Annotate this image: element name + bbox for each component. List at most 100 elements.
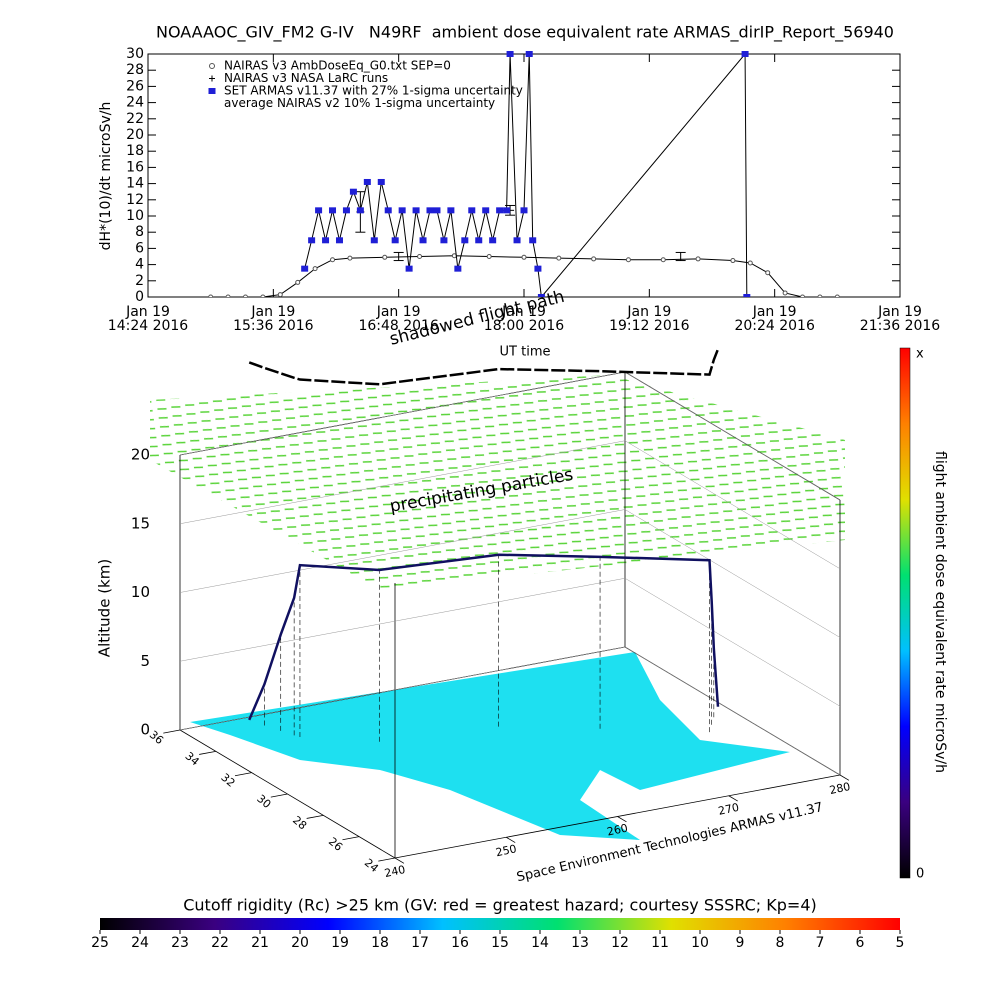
y-tick-label: 24 xyxy=(362,856,381,875)
flight-path xyxy=(248,553,720,721)
x-tick-label: 280 xyxy=(828,780,851,797)
y-tick-label: 32 xyxy=(218,771,237,790)
point xyxy=(322,237,330,244)
point xyxy=(412,207,420,214)
point xyxy=(312,266,318,272)
grid-line xyxy=(624,578,841,707)
y-tick-label: 12 xyxy=(126,192,144,208)
point xyxy=(208,294,214,297)
point xyxy=(482,207,490,214)
x-tick-label: Jan 19 16:48 2016 xyxy=(358,304,439,334)
y-tick xyxy=(342,836,360,841)
shadow-path xyxy=(248,348,720,386)
y-tick-label: 4 xyxy=(135,257,144,273)
colorbar-tick-label: 12 xyxy=(611,935,629,951)
point xyxy=(335,237,343,244)
y-tick-label: 28 xyxy=(126,62,144,78)
y-tick xyxy=(378,857,396,862)
y-tick-label: 24 xyxy=(126,95,144,111)
point xyxy=(475,237,483,244)
point xyxy=(695,256,701,262)
grid-line xyxy=(179,578,626,662)
y-tick-label: 14 xyxy=(126,176,144,192)
point xyxy=(591,256,597,262)
colorbar-tick-label: 17 xyxy=(411,935,429,951)
grid-line xyxy=(624,371,841,501)
legend-label: average NAIRAS v2 10% 1-sigma uncertaint… xyxy=(224,96,495,110)
y-tick xyxy=(270,793,288,798)
colorbar-tick-label: 6 xyxy=(856,935,865,951)
point xyxy=(342,207,350,214)
colorbar-tick-label: 16 xyxy=(451,935,469,951)
y-tick xyxy=(199,750,216,755)
point xyxy=(741,51,749,57)
y-tick xyxy=(163,729,181,734)
point xyxy=(743,294,751,297)
point xyxy=(461,237,469,244)
map-land xyxy=(190,652,790,840)
point xyxy=(506,51,514,57)
y-tick-label: 20 xyxy=(126,127,144,143)
point xyxy=(356,207,364,214)
point xyxy=(419,237,427,244)
colorbar xyxy=(899,347,911,879)
x-tick xyxy=(394,857,405,864)
point xyxy=(486,254,492,259)
point xyxy=(405,265,413,272)
y-tick-label: 16 xyxy=(126,159,144,175)
x-tick-label: Jan 19 20:24 2016 xyxy=(734,304,815,334)
point xyxy=(260,294,266,297)
point xyxy=(454,265,462,272)
point xyxy=(347,255,353,261)
point xyxy=(329,207,337,214)
point xyxy=(277,292,283,297)
legend-symbol xyxy=(208,88,216,94)
x-tick-label: Jan 19 18:00 2016 xyxy=(483,304,565,334)
x-tick xyxy=(617,816,627,823)
point xyxy=(747,260,753,266)
x-tick xyxy=(506,836,516,843)
x-tick-label: 240 xyxy=(383,863,406,880)
z-axis-title: Altitude (km) xyxy=(96,559,114,657)
z-tick-label: 15 xyxy=(131,514,150,532)
colorbar-label: 0 xyxy=(916,867,924,882)
legend-label: NAIRAS v3 NASA LaRC runs xyxy=(224,71,388,85)
point xyxy=(625,257,631,263)
colorbar-tick-label: 21 xyxy=(251,935,269,951)
point xyxy=(513,237,521,244)
point xyxy=(330,257,336,263)
y-tick-label: 6 xyxy=(135,240,144,256)
point xyxy=(489,237,497,244)
point xyxy=(377,178,385,185)
point xyxy=(295,279,301,285)
colorbar-tick-label: 24 xyxy=(131,935,149,951)
y-axis-title: dH*(10)/dt microSv/h xyxy=(98,102,114,251)
x-tick-label: Jan 19 14:24 2016 xyxy=(107,304,189,334)
point xyxy=(503,207,511,214)
map-gap xyxy=(330,770,500,835)
point xyxy=(525,51,533,57)
y-tick-label: 28 xyxy=(290,813,309,832)
legend-label: SET ARMAS v11.37 with 27% 1-sigma uncert… xyxy=(224,84,523,98)
point xyxy=(433,207,441,214)
x-tick-label: Jan 19 19:12 2016 xyxy=(609,304,690,334)
colorbar-tick-label: 23 xyxy=(171,935,189,951)
colorbar-tick-label: 20 xyxy=(291,935,309,951)
point xyxy=(363,178,371,185)
point xyxy=(301,265,309,272)
point xyxy=(556,255,562,261)
y-tick xyxy=(306,814,324,819)
point xyxy=(426,207,434,214)
colorbar-tick-label: 11 xyxy=(651,935,669,951)
point xyxy=(382,254,388,260)
grid-line xyxy=(624,509,841,638)
point xyxy=(225,294,231,297)
point xyxy=(520,207,528,214)
plot-area xyxy=(208,51,840,297)
y-tick-label: 30 xyxy=(254,792,273,811)
colorbar-tick-label: 22 xyxy=(211,935,229,951)
point xyxy=(529,237,537,244)
z-tick-label: 5 xyxy=(140,652,150,670)
